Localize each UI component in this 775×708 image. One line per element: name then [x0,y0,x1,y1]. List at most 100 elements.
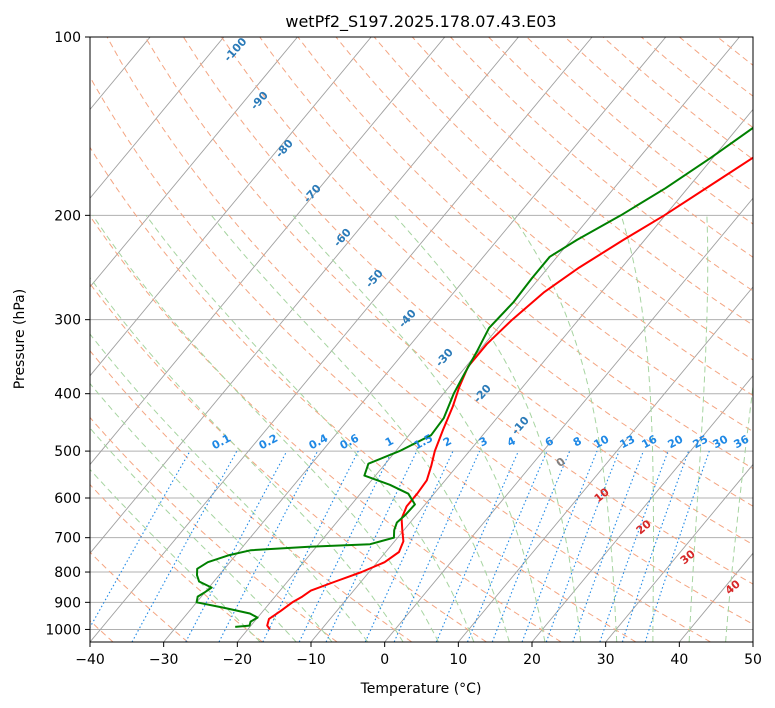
dry-adiabat-line [90,349,413,642]
plot-frame [89,36,754,643]
dry-adiabat-line [679,37,753,97]
x-tick-label: −30 [149,652,179,668]
dry-adiabat-label: -100 [221,35,249,64]
y-tick-label: 200 [54,208,81,224]
mixing-ratio-line [621,450,690,642]
isotherm-line [752,641,753,642]
moist-adiabat-line [90,333,369,642]
mixing-ratio-label: 6 [543,434,556,449]
isotherm-line [236,37,740,642]
mixing-ratio-label: 0.6 [338,431,362,452]
dry-adiabat-line [90,551,189,642]
isotherm-line [90,37,225,199]
dry-adiabat-label: -20 [471,382,494,406]
dry-adiabat-line [90,75,711,642]
moist-adiabat-label: 10 [592,485,612,505]
mixing-ratio-label: 0.2 [257,432,280,453]
dry-adiabat-label: -30 [433,346,456,370]
isotherm-line [163,37,667,642]
isotherm-line [90,37,372,377]
isotherm-line [531,375,753,642]
x-tick-label: 50 [744,652,762,668]
mixing-ratio-label: 36 [732,432,752,451]
dry-adiabat-label: -50 [363,267,386,291]
mixing-ratio-label: 0.4 [307,431,331,452]
mixing-ratio-line [466,450,548,642]
mixing-ratio-line [644,450,710,642]
isotherm-line [0,37,3,642]
moist-adiabat-line [725,383,753,642]
dry-adiabat-line [756,37,775,642]
x-tick-label: −20 [223,652,253,668]
isotherm-line [90,37,519,554]
x-tick-label: 10 [449,652,467,668]
moist-adiabat-line [511,215,618,642]
dry-adiabat-line [450,37,753,292]
mixing-ratio-line [545,450,620,642]
y-tick-label: 700 [54,531,81,547]
dry-adiabat-line [717,37,753,66]
dry-adiabat-line [564,37,753,193]
dry-adiabat-label: -60 [331,226,354,250]
isotherm-line [678,552,753,642]
isotherm-line [457,286,753,642]
moist-adiabat-line [211,214,510,642]
isotherm-line [605,463,753,642]
dry-adiabat-line [640,37,753,129]
x-tick-label: 20 [523,652,541,668]
y-tick-label: 400 [54,387,81,403]
mixing-ratio-line [491,450,571,642]
x-tick-label: −10 [296,652,326,668]
mixing-ratio-label: 3 [477,434,490,449]
series-layer [195,126,753,630]
dry-adiabat-line [411,37,753,326]
y-tick-label: 500 [54,444,81,460]
moist-adiabat-line [145,215,475,642]
mixing-ratio-line [572,450,644,642]
dry-adiabat-line [90,282,487,642]
mixing-ratio-line [393,450,481,642]
dry-adiabat-label: -10 [509,414,532,438]
dry-adiabat-line [90,215,562,642]
dry-adiabat-line [335,37,753,397]
mixing-ratio-line [131,450,238,642]
dry-adiabat-label: -70 [301,182,324,206]
mixing-ratio-label: 8 [571,434,584,449]
dry-adiabat-label: -40 [396,307,419,331]
y-axis: 100 200 300 400 500 600 700 800 900 1000 [45,30,90,638]
mixing-ratio-label: 2 [441,434,454,449]
moist-adiabat-line [90,382,333,642]
moist-adiabat-line [90,427,297,642]
x-axis: −40 −30 −20 −10 0 10 20 30 40 50 [75,642,762,668]
dry-adiabat-line [90,146,637,642]
dewpoint-line [195,126,753,628]
mixing-ratio-line [90,450,191,629]
mixing-ratio-line [599,450,669,642]
moist-adiabat-line [92,215,439,642]
moist-adiabat-line [90,468,261,642]
y-tick-label: 900 [54,595,81,611]
isotherm-line [384,197,753,642]
dry-adiabat-line [106,37,753,625]
mixing-ratio-label: 1 [383,434,396,449]
x-tick-label: 40 [670,652,688,668]
y-axis-title: Pressure (hPa) [12,289,28,389]
moist-adiabat-line [292,214,546,642]
x-tick-label: 30 [597,652,615,668]
isotherm-line [90,37,593,642]
dry-adiabat-line [90,416,338,642]
x-tick-label: 0 [380,652,389,668]
isotherm-line [90,37,446,466]
x-axis-title: Temperature (°C) [360,681,482,697]
dry-adiabat-line [90,483,263,642]
line-labels: -100-90-80-70-60-50-40-30-20-100.1 0.2 0.4… [210,35,752,597]
mixing-ratio-line [262,450,359,642]
mixing-ratio-label: 20 [666,432,686,451]
mixing-ratio-line [185,450,288,642]
moist-adiabat-line [90,276,404,642]
chart-title: wetPf2_S197.2025.178.07.43.E03 [285,12,556,32]
x-tick-label: −40 [75,652,105,668]
y-tick-label: 600 [54,491,81,507]
plot-area: -100-90-80-70-60-50-40-30-20-100.1 0.2 0.4… [0,35,775,643]
